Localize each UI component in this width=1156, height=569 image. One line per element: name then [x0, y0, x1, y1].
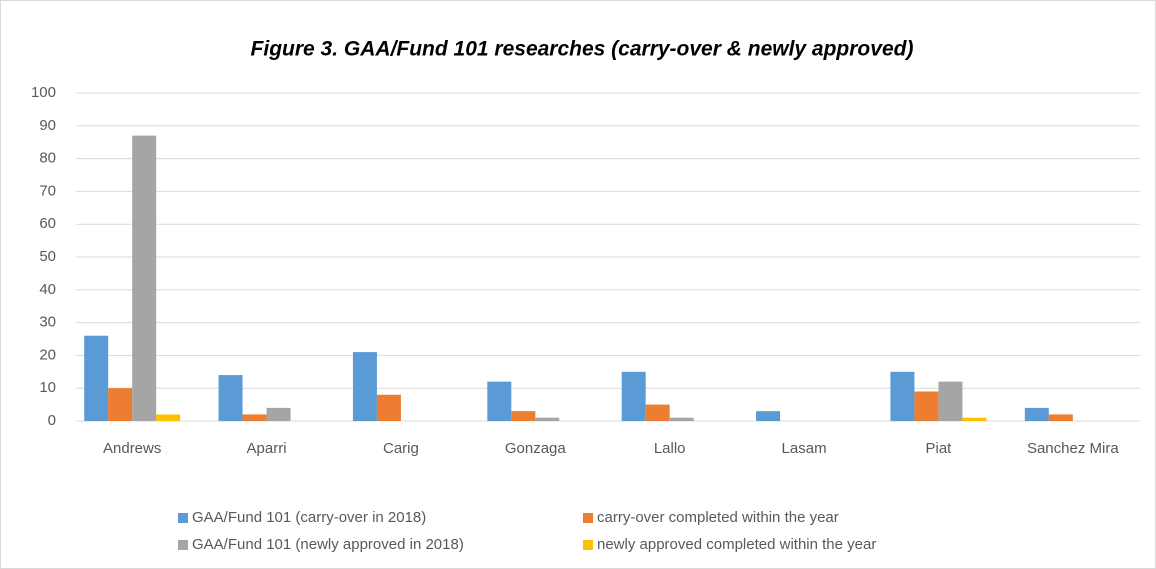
bar [352, 352, 377, 421]
bar [645, 404, 670, 421]
bar [132, 135, 157, 421]
y-tick-label: 50 [39, 248, 56, 265]
bar [962, 417, 987, 421]
y-tick-label: 80 [39, 150, 56, 167]
x-tick-label: Sanchez Mira [1027, 440, 1119, 457]
bar [535, 417, 560, 421]
bar [1048, 414, 1073, 421]
x-tick-label: Lasam [782, 440, 827, 457]
bar [487, 381, 512, 421]
bar [890, 371, 915, 421]
legend-label: GAA/Fund 101 (carry-over in 2018) [192, 509, 426, 526]
x-tick-label: Carig [383, 440, 419, 457]
y-tick-label: 10 [39, 379, 56, 396]
bar [218, 375, 243, 421]
y-tick-label: 40 [39, 281, 56, 298]
x-tick-label: Andrews [103, 440, 161, 457]
y-tick-label: 20 [39, 346, 56, 363]
y-tick-label: 90 [39, 117, 56, 134]
bar [511, 411, 536, 421]
bar [756, 411, 781, 421]
legend-swatch [178, 540, 188, 550]
bar [938, 381, 963, 421]
bar [108, 388, 133, 421]
bar [376, 394, 401, 421]
legend-label: GAA/Fund 101 (newly approved in 2018) [192, 536, 464, 553]
x-tick-label: Lallo [654, 440, 686, 457]
bar [914, 391, 939, 421]
chart-title: Figure 3. GAA/Fund 101 researches (carry… [251, 38, 914, 61]
legend-swatch [583, 540, 593, 550]
y-tick-label: 30 [39, 314, 56, 331]
bar [621, 371, 646, 421]
bar [242, 414, 267, 421]
y-tick-label: 0 [48, 412, 56, 429]
y-tick-label: 70 [39, 182, 56, 199]
y-tick-label: 100 [31, 84, 56, 101]
legend-label: carry-over completed within the year [597, 509, 839, 526]
bar [669, 417, 694, 421]
bar [156, 414, 181, 421]
legend-swatch [178, 513, 188, 523]
bar [1024, 407, 1049, 421]
legend-label: newly approved completed within the year [597, 536, 876, 553]
bar [266, 407, 291, 421]
legend-swatch [583, 513, 593, 523]
bar [84, 335, 109, 421]
y-tick-label: 60 [39, 215, 56, 232]
x-tick-label: Gonzaga [505, 440, 567, 457]
x-tick-label: Piat [926, 440, 953, 457]
x-tick-label: Aparri [247, 440, 287, 457]
